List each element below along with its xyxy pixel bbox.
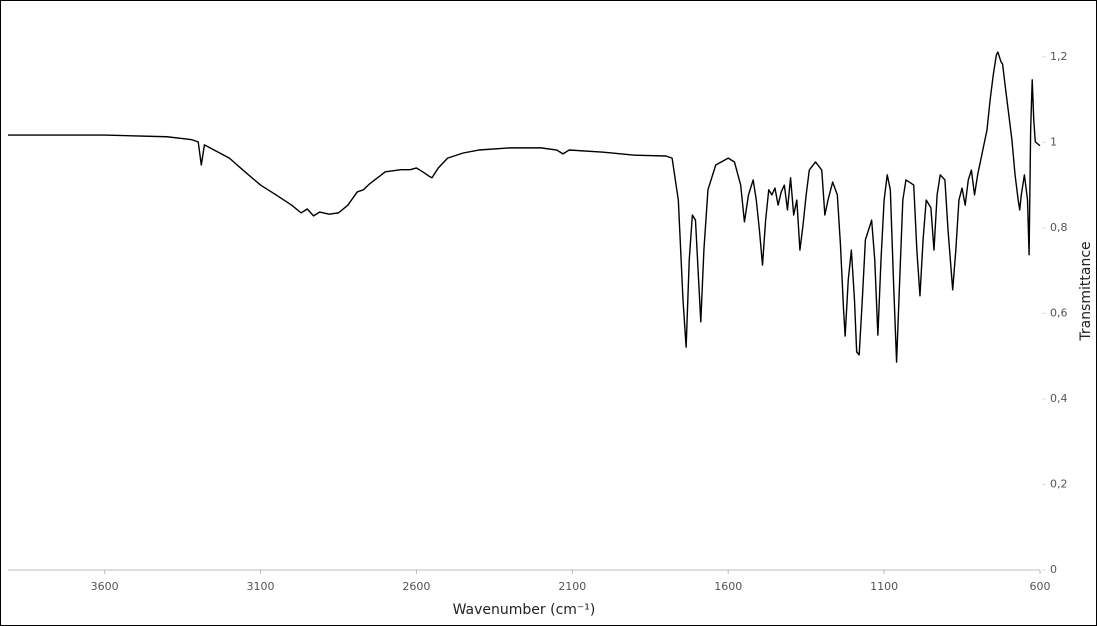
x-tick-label: 2100 (558, 580, 586, 593)
x-tick-label: 1600 (714, 580, 742, 593)
spectrum-line (8, 51, 1041, 363)
y-axis-title: Transmittance (1078, 241, 1094, 341)
x-tick-label: 3600 (91, 580, 119, 593)
x-tick-label: 600 (1030, 580, 1051, 593)
x-tick-label: 3100 (247, 580, 275, 593)
y-tick-label: 1,2 (1050, 50, 1068, 63)
y-tick-label: 0,6 (1050, 306, 1068, 319)
x-axis-title: Wavenumber (cm⁻¹) (453, 602, 596, 618)
y-tick-label: 0,2 (1050, 477, 1068, 490)
x-tick-label: 1100 (870, 580, 898, 593)
x-tick-label: 2600 (402, 580, 430, 593)
y-tick-label: 0,8 (1050, 221, 1068, 234)
y-tick-label: 0,4 (1050, 392, 1068, 405)
y-tick-label: 1 (1050, 135, 1057, 148)
y-tick-label: 0 (1050, 563, 1057, 576)
